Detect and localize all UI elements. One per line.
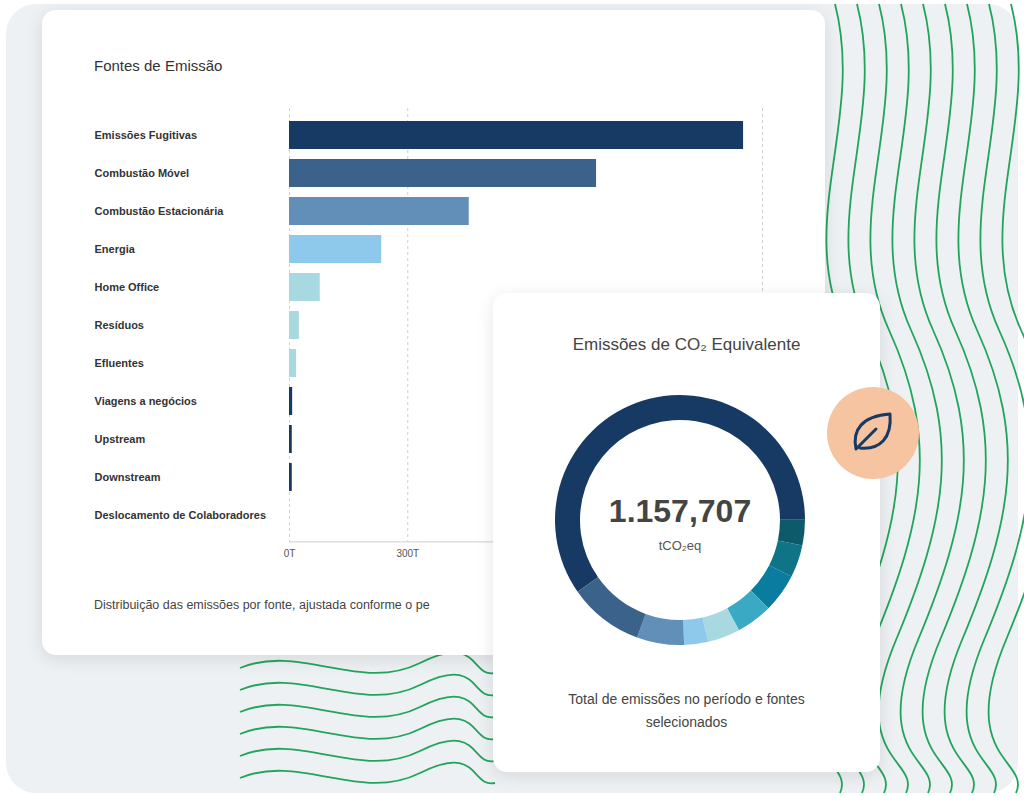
svg-text:Downstream: Downstream <box>95 471 161 483</box>
svg-text:Combustão Estacionária: Combustão Estacionária <box>95 205 225 217</box>
svg-text:Resíduos: Resíduos <box>95 319 144 331</box>
svg-text:Energia: Energia <box>95 243 136 255</box>
svg-text:Upstream: Upstream <box>95 433 146 445</box>
html-text:Distribuição das emissões por: Distribuição das emissões por fonte, aju… <box>94 598 430 612</box>
html-text:Emissões de CO₂ Equivalente: Emissões de CO₂ Equivalente <box>572 335 801 354</box>
svg-text:0T: 0T <box>284 548 296 559</box>
html-text:Fontes de Emissão: Fontes de Emissão <box>94 57 223 74</box>
svg-text:Deslocamento de Colaboradores: Deslocamento de Colaboradores <box>95 509 267 521</box>
svg-text:Efluentes: Efluentes <box>95 357 144 369</box>
html-text:Total de emissões no período e: Total de emissões no período e fontes se… <box>568 691 805 730</box>
svg-text:Combustão Móvel: Combustão Móvel <box>95 167 190 179</box>
svg-text:Home Office: Home Office <box>95 281 160 293</box>
svg-text:Emissões Fugitivas: Emissões Fugitivas <box>95 129 198 141</box>
svg-text:tCO₂eq: tCO₂eq <box>659 538 702 553</box>
svg-text:300T: 300T <box>396 548 419 559</box>
svg-text:Viagens a negócios: Viagens a negócios <box>95 395 197 407</box>
svg-text:1.157,707: 1.157,707 <box>609 493 751 529</box>
